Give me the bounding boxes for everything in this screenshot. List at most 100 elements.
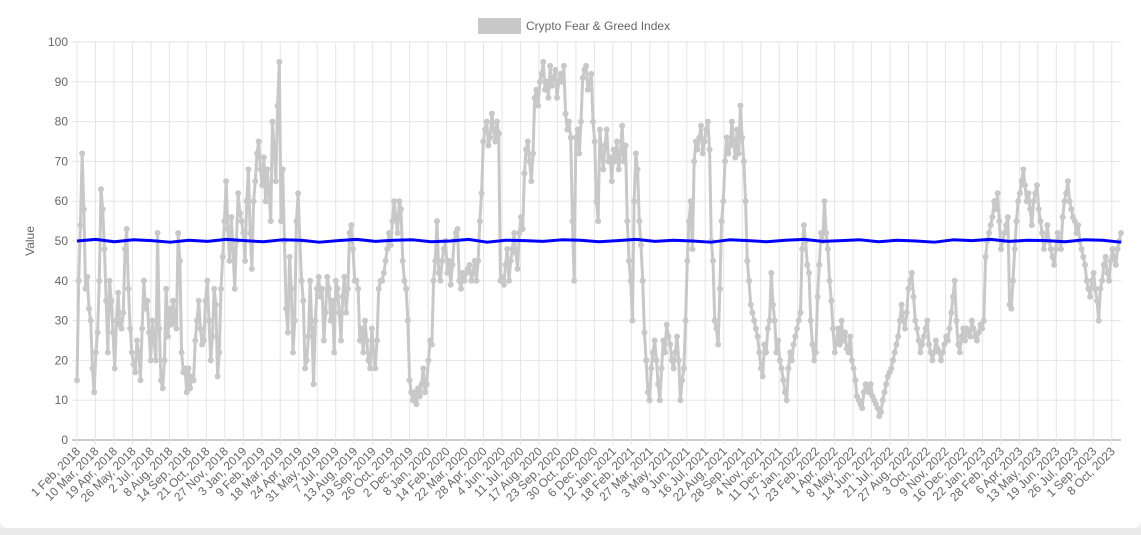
data-point[interactable]	[564, 126, 571, 133]
legend-label[interactable]: Crypto Fear & Greed Index	[526, 19, 670, 33]
data-point[interactable]	[398, 206, 404, 213]
data-point[interactable]	[254, 150, 260, 157]
data-point[interactable]	[699, 150, 706, 157]
data-point[interactable]	[610, 146, 617, 153]
data-point[interactable]	[519, 226, 526, 233]
data-point[interactable]	[624, 218, 631, 225]
data-point[interactable]	[255, 138, 262, 145]
data-point[interactable]	[749, 309, 756, 316]
data-point[interactable]	[1073, 230, 1080, 237]
data-point[interactable]	[291, 317, 298, 324]
data-point[interactable]	[962, 337, 968, 344]
data-point[interactable]	[867, 381, 874, 388]
data-point[interactable]	[572, 134, 579, 141]
data-point[interactable]	[663, 321, 670, 328]
data-point[interactable]	[382, 257, 389, 264]
data-point[interactable]	[728, 118, 735, 125]
data-point[interactable]	[980, 317, 987, 324]
data-point[interactable]	[278, 218, 284, 225]
data-point[interactable]	[514, 265, 521, 272]
data-point[interactable]	[355, 285, 362, 292]
data-point[interactable]	[691, 158, 698, 165]
data-point[interactable]	[600, 166, 607, 173]
data-point[interactable]	[262, 198, 269, 205]
data-point[interactable]	[485, 142, 492, 149]
data-point[interactable]	[672, 349, 679, 356]
data-point[interactable]	[422, 389, 428, 396]
data-point[interactable]	[737, 102, 744, 109]
data-point[interactable]	[488, 110, 495, 117]
data-point[interactable]	[795, 317, 802, 324]
data-point[interactable]	[883, 381, 890, 388]
data-point[interactable]	[660, 337, 667, 344]
data-point[interactable]	[353, 277, 360, 284]
data-point[interactable]	[500, 281, 507, 288]
data-point[interactable]	[850, 365, 857, 372]
data-point[interactable]	[634, 166, 641, 173]
data-point[interactable]	[295, 190, 302, 197]
data-point[interactable]	[812, 349, 819, 356]
data-point[interactable]	[967, 333, 974, 340]
data-point[interactable]	[847, 333, 854, 340]
data-point[interactable]	[828, 297, 835, 304]
data-point[interactable]	[331, 349, 338, 356]
data-point[interactable]	[833, 337, 840, 344]
data-point[interactable]	[322, 309, 329, 316]
data-point[interactable]	[653, 357, 660, 364]
data-point[interactable]	[583, 62, 590, 69]
data-point[interactable]	[526, 158, 533, 165]
data-point[interactable]	[785, 365, 792, 372]
data-point[interactable]	[646, 397, 653, 404]
data-point[interactable]	[113, 317, 120, 324]
data-point[interactable]	[536, 78, 543, 85]
data-point[interactable]	[413, 401, 420, 408]
data-point[interactable]	[578, 118, 584, 125]
data-point[interactable]	[74, 377, 80, 384]
data-point[interactable]	[288, 285, 295, 292]
data-point[interactable]	[293, 218, 300, 225]
data-point[interactable]	[194, 317, 200, 324]
data-point[interactable]	[761, 341, 768, 348]
data-point[interactable]	[1066, 198, 1073, 205]
data-point[interactable]	[1010, 277, 1016, 284]
data-point[interactable]	[746, 277, 752, 284]
data-point[interactable]	[552, 66, 559, 73]
data-point[interactable]	[531, 94, 538, 101]
data-point[interactable]	[1109, 245, 1116, 252]
data-point[interactable]	[135, 349, 142, 356]
data-point[interactable]	[470, 269, 476, 276]
data-point[interactable]	[902, 325, 908, 332]
data-point[interactable]	[562, 110, 569, 117]
data-point[interactable]	[692, 138, 699, 145]
data-point[interactable]	[156, 325, 163, 332]
data-point[interactable]	[327, 317, 334, 324]
data-point[interactable]	[440, 245, 447, 252]
data-point[interactable]	[394, 230, 401, 237]
data-point[interactable]	[195, 297, 202, 304]
data-point[interactable]	[631, 198, 638, 205]
data-point[interactable]	[173, 325, 180, 332]
data-point[interactable]	[92, 349, 99, 356]
data-point[interactable]	[926, 341, 932, 348]
data-point[interactable]	[391, 198, 398, 205]
data-point[interactable]	[1090, 269, 1097, 276]
data-point[interactable]	[104, 349, 111, 356]
data-point[interactable]	[821, 198, 828, 205]
data-point[interactable]	[343, 309, 350, 316]
data-point[interactable]	[547, 62, 554, 69]
data-point[interactable]	[1107, 257, 1114, 264]
data-point[interactable]	[658, 365, 665, 372]
data-point[interactable]	[744, 257, 751, 264]
data-point[interactable]	[346, 230, 353, 237]
data-point[interactable]	[260, 154, 267, 161]
data-point[interactable]	[1068, 206, 1075, 213]
data-point[interactable]	[686, 218, 692, 225]
data-point[interactable]	[590, 118, 596, 125]
data-point[interactable]	[698, 122, 704, 129]
data-point[interactable]	[614, 138, 620, 145]
data-point[interactable]	[401, 277, 408, 284]
data-point[interactable]	[845, 349, 852, 356]
data-point[interactable]	[96, 277, 103, 284]
data-point[interactable]	[1075, 222, 1082, 229]
data-point[interactable]	[77, 222, 84, 229]
